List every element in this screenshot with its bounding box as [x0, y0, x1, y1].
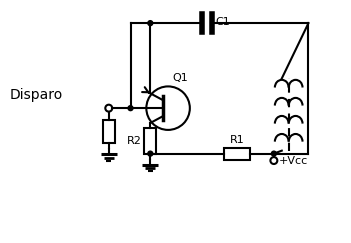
Circle shape: [148, 21, 153, 26]
Text: R1: R1: [230, 135, 245, 145]
Text: C1: C1: [216, 17, 230, 27]
Circle shape: [148, 151, 153, 156]
Bar: [103, 120, 115, 143]
Text: Disparo: Disparo: [10, 88, 63, 102]
Text: R2: R2: [126, 136, 141, 146]
Circle shape: [128, 106, 133, 111]
Text: +Vcc: +Vcc: [279, 156, 308, 165]
Text: Q1: Q1: [172, 73, 188, 83]
Bar: [144, 128, 156, 154]
Circle shape: [271, 151, 276, 156]
Bar: [224, 148, 250, 160]
